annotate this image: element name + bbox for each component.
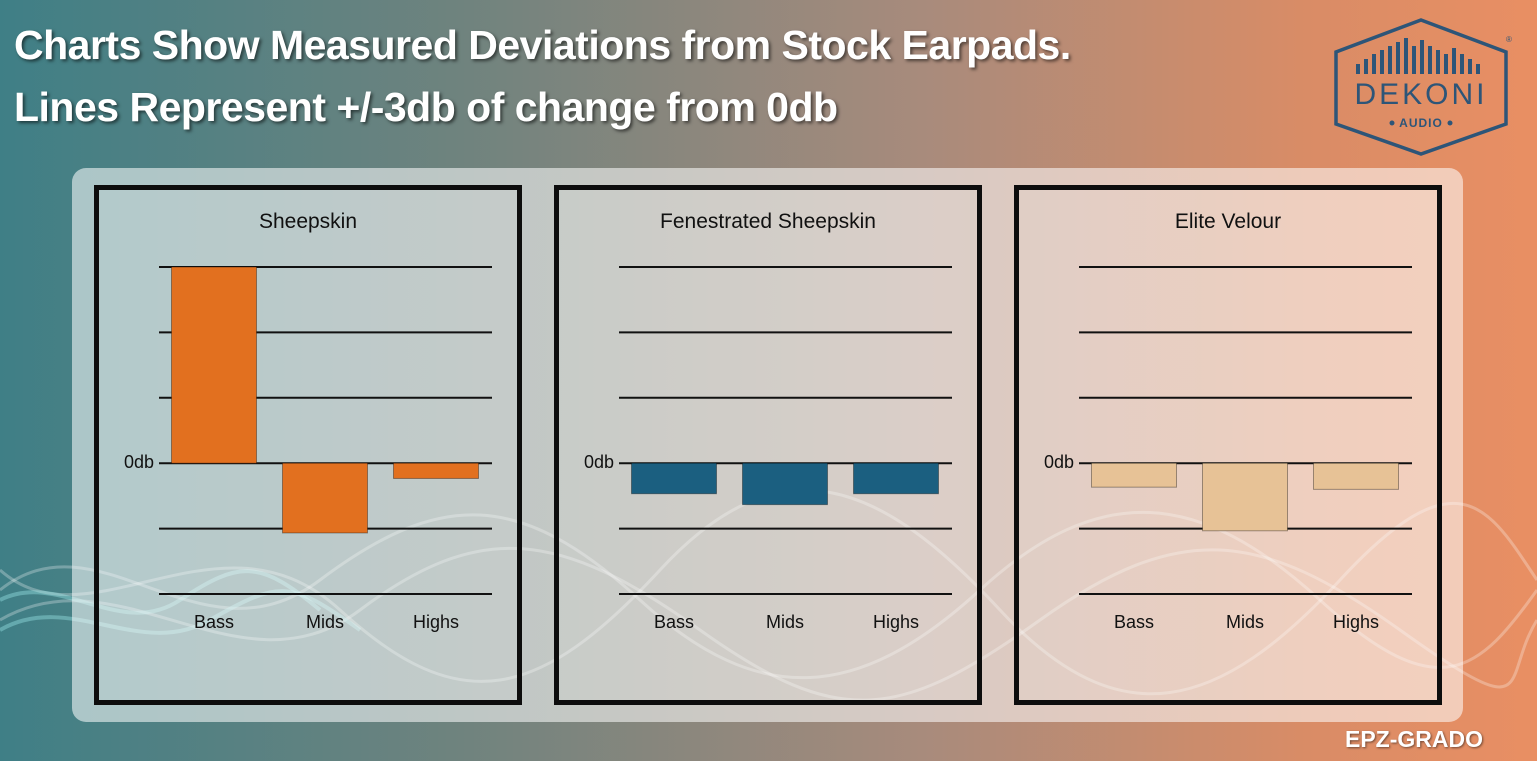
logo-sub: AUDIO — [1399, 116, 1443, 130]
bar-mids — [282, 462, 368, 534]
bar-bass — [631, 462, 717, 495]
dekoni-logo: DEKONI AUDIO ® — [1334, 18, 1512, 156]
chart-sheepskin: Sheepskin 0db Bass Mids Highs — [94, 185, 522, 705]
charts-panel — [72, 168, 1463, 722]
category-label: Highs — [1333, 612, 1379, 632]
category-label: Highs — [873, 612, 919, 632]
category-label: Mids — [306, 612, 344, 632]
bar-highs — [1313, 462, 1399, 490]
category-label: Bass — [1114, 612, 1154, 632]
watermark: EPZ-GRADO — [1345, 726, 1483, 752]
headline: Charts Show Measured Deviations from Sto… — [14, 14, 1071, 138]
bar-highs — [853, 462, 939, 495]
bar-highs — [393, 462, 479, 479]
chart-frame — [1014, 185, 1442, 705]
headline-line-2: Lines Represent +/-3db of change from 0d… — [14, 84, 838, 130]
category-label: Mids — [766, 612, 804, 632]
chart-frame — [554, 185, 982, 705]
chart-title: Sheepskin — [259, 210, 357, 233]
chart-elite-velour: Elite Velour 0db Bass Mids Highs — [1014, 185, 1442, 705]
logo-brand: DEKONI — [1354, 78, 1487, 111]
chart-frame — [94, 185, 522, 705]
bar-bass — [171, 266, 257, 464]
category-label: Mids — [1226, 612, 1264, 632]
category-label: Highs — [413, 612, 459, 632]
category-label: Bass — [654, 612, 694, 632]
chart-title: Fenestrated Sheepskin — [660, 210, 876, 233]
bar-mids — [742, 462, 828, 506]
headline-line-1: Charts Show Measured Deviations from Sto… — [14, 22, 1071, 68]
chart-fenestrated-sheepskin: Fenestrated Sheepskin 0db Bass Mids Highs — [554, 185, 982, 705]
zero-label: 0db — [1044, 452, 1074, 472]
bar-bass — [1091, 462, 1177, 488]
zero-label: 0db — [584, 452, 614, 472]
logo-registered: ® — [1506, 35, 1512, 44]
bar-mids — [1202, 462, 1288, 532]
category-label: Bass — [194, 612, 234, 632]
zero-label: 0db — [124, 452, 154, 472]
chart-title: Elite Velour — [1175, 210, 1281, 233]
equalizer-bars-icon — [1356, 38, 1480, 74]
